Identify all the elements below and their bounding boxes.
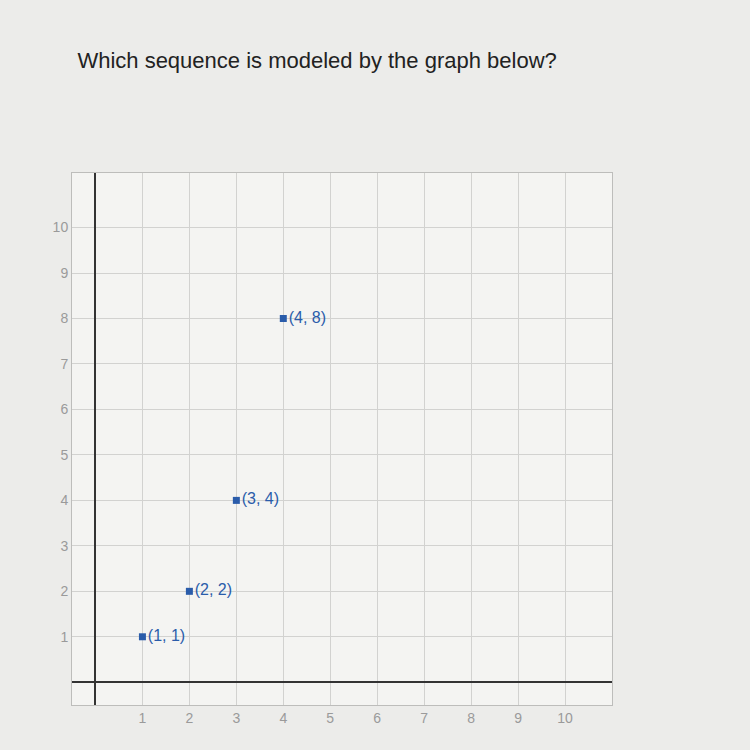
svg-text:8: 8	[60, 310, 68, 326]
svg-text:3: 3	[232, 710, 240, 726]
svg-text:9: 9	[514, 710, 522, 726]
svg-text:(4, 8): (4, 8)	[289, 309, 326, 326]
svg-text:2: 2	[185, 710, 193, 726]
svg-text:6: 6	[60, 401, 68, 417]
svg-text:10: 10	[557, 710, 573, 726]
svg-text:4: 4	[60, 492, 68, 508]
svg-text:5: 5	[60, 447, 68, 463]
svg-text:7: 7	[420, 710, 428, 726]
svg-text:9: 9	[60, 265, 68, 281]
svg-text:7: 7	[60, 356, 68, 372]
svg-text:8: 8	[467, 710, 475, 726]
svg-text:Which sequence is modeled by t: Which sequence is modeled by the graph b…	[77, 48, 556, 73]
svg-text:(3, 4): (3, 4)	[242, 490, 279, 507]
svg-text:2: 2	[60, 583, 68, 599]
svg-text:1: 1	[139, 710, 147, 726]
svg-text:(1, 1): (1, 1)	[148, 627, 185, 644]
svg-text:6: 6	[373, 710, 381, 726]
svg-text:3: 3	[60, 538, 68, 554]
svg-text:10: 10	[53, 219, 69, 235]
svg-text:1: 1	[60, 629, 68, 645]
svg-text:5: 5	[326, 710, 334, 726]
svg-text:(2, 2): (2, 2)	[195, 581, 232, 598]
svg-text:4: 4	[279, 710, 287, 726]
